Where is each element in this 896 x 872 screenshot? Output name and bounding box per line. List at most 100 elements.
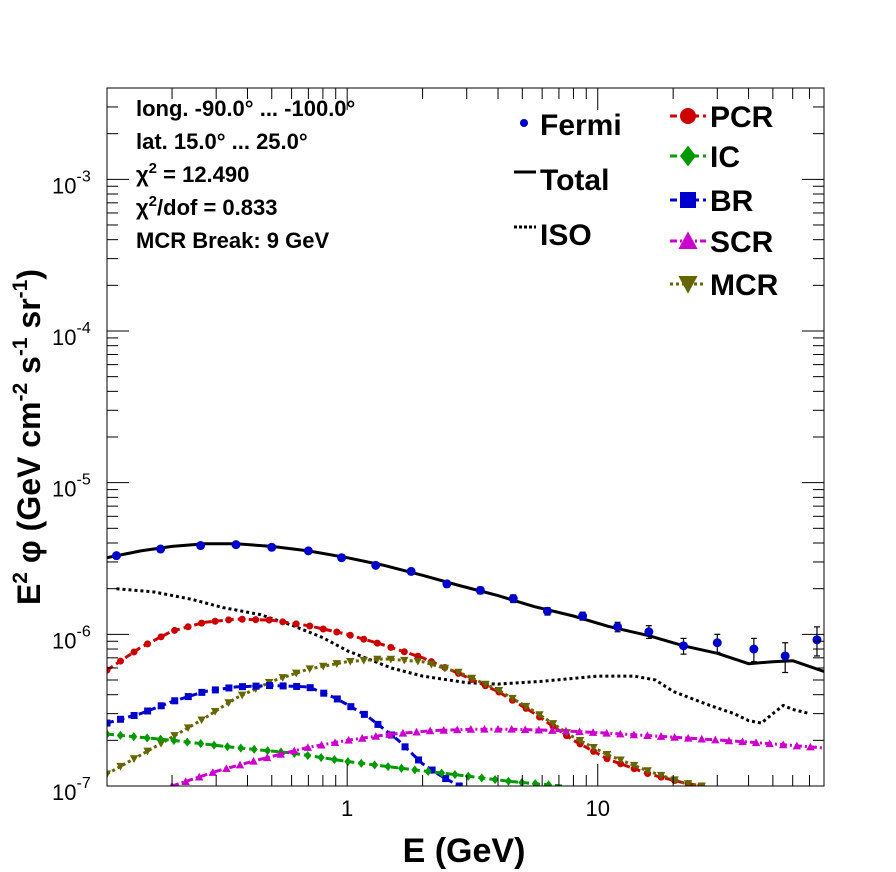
marker-scr — [561, 726, 571, 735]
marker-scr — [235, 760, 245, 769]
fermi-marker — [406, 566, 416, 576]
marker-mcr — [427, 660, 436, 669]
legend-label: IC — [710, 141, 740, 174]
series-scr — [169, 724, 824, 786]
marker-mcr — [386, 655, 396, 664]
marker-br — [238, 683, 246, 691]
fermi-marker — [578, 611, 588, 621]
marker-mcr — [494, 686, 504, 695]
marker-scr — [643, 731, 652, 739]
marker-ic — [237, 743, 245, 753]
marker-scr — [656, 732, 666, 740]
marker-scr — [344, 735, 353, 744]
info-line: lat. 15.0° ... 25.0° — [136, 129, 308, 154]
marker-mcr — [454, 668, 463, 677]
fermi-point — [644, 625, 654, 640]
legend-label: Fermi — [540, 109, 622, 142]
legend-item-scr: SCR — [670, 226, 774, 259]
marker-mcr — [400, 656, 409, 665]
marker-mcr — [521, 702, 531, 711]
series-line-mcr — [107, 657, 702, 786]
marker-mcr — [616, 756, 625, 765]
marker-pcr — [292, 620, 300, 628]
marker-ic — [183, 737, 191, 747]
marker-br — [401, 743, 409, 751]
marker-br — [198, 688, 206, 696]
marker-scr — [358, 734, 367, 742]
marker-mcr — [548, 720, 558, 728]
marker-mcr — [683, 780, 693, 786]
marker-br — [428, 766, 436, 774]
marker-mcr — [467, 674, 477, 683]
marker-ic — [107, 729, 111, 739]
marker-br — [333, 695, 341, 703]
marker-pcr — [333, 628, 341, 636]
marker-br — [157, 702, 165, 710]
fermi-marker — [156, 544, 166, 554]
marker-pcr — [184, 623, 192, 631]
marker-scr — [371, 732, 380, 740]
marker-ic — [411, 765, 419, 775]
marker-ic — [250, 744, 258, 754]
y-tick-label: 10-6 — [52, 623, 91, 653]
marker-mcr — [183, 724, 193, 733]
marker-mcr — [210, 707, 220, 716]
fermi-points-layer — [111, 540, 822, 674]
marker-mcr — [332, 660, 341, 668]
marker-scr — [534, 725, 543, 734]
marker-pcr — [117, 657, 125, 665]
marker-scr — [806, 742, 815, 751]
legend-item-br: BR — [670, 185, 754, 218]
curves-layer — [107, 542, 824, 786]
fermi-point — [508, 594, 518, 604]
marker-scr — [683, 733, 693, 742]
fermi-marker — [475, 585, 485, 595]
marker-scr — [330, 738, 340, 747]
marker-pcr — [211, 617, 219, 625]
marker-mcr — [508, 694, 517, 703]
marker-mcr — [170, 732, 179, 740]
fermi-point — [231, 540, 241, 550]
axis-ticks — [107, 87, 825, 787]
legend-item-iso: ISO — [514, 219, 592, 252]
marker-scr — [412, 727, 421, 736]
marker-ic — [491, 775, 499, 785]
marker-pcr — [360, 635, 368, 643]
marker-br — [360, 710, 368, 718]
y-axis-label: E2 φ (GeV cm-2 s-1 sr-1) — [9, 269, 47, 605]
fermi-point — [111, 551, 121, 561]
fermi-marker — [508, 594, 518, 604]
marker-ic — [438, 768, 446, 778]
marker-pcr — [225, 616, 233, 624]
marker-ic — [545, 780, 553, 786]
marker-pcr — [306, 622, 314, 630]
fermi-marker — [196, 541, 206, 551]
fermi-marker — [337, 553, 347, 563]
legend-item-mcr: MCR — [670, 269, 779, 302]
marker-ic — [223, 742, 231, 752]
marker-scr — [724, 736, 734, 745]
marker-scr — [629, 730, 639, 739]
marker-pcr — [373, 639, 381, 647]
marker-mcr — [643, 767, 652, 776]
marker-scr — [317, 740, 326, 749]
fermi-marker — [231, 540, 241, 550]
marker-br — [130, 711, 138, 719]
legend-label: ISO — [540, 219, 592, 252]
marker-pcr — [252, 616, 260, 624]
marker-pcr — [198, 619, 206, 627]
x-tick-label: 1 — [341, 796, 353, 821]
marker-mcr — [359, 656, 369, 665]
marker-scr — [751, 738, 761, 747]
fermi-point — [196, 541, 206, 551]
marker-ic — [210, 740, 218, 750]
marker-ic — [504, 776, 512, 786]
legend-left: Fermi Total ISO — [514, 109, 622, 252]
legend-marker-pcr — [680, 108, 696, 124]
marker-mcr — [116, 762, 125, 771]
legend-item-pcr: PCR — [670, 101, 774, 134]
marker-br — [211, 686, 219, 694]
legend-label: PCR — [710, 101, 774, 134]
legend-item-total: Total — [514, 164, 609, 197]
fermi-point — [679, 637, 689, 655]
